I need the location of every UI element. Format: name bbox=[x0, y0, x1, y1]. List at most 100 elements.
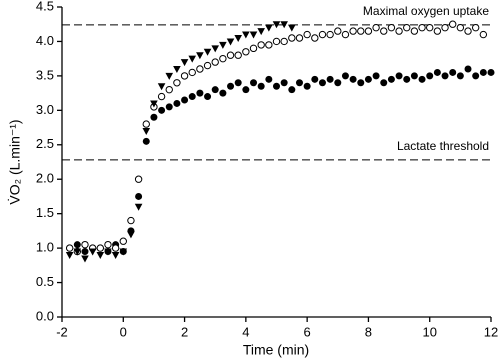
point bbox=[273, 82, 280, 90]
point bbox=[472, 72, 480, 80]
point bbox=[426, 23, 434, 32]
point bbox=[395, 72, 403, 80]
point bbox=[479, 68, 487, 76]
point bbox=[418, 75, 426, 83]
point bbox=[150, 113, 158, 121]
x-tick-label: 0 bbox=[120, 324, 127, 339]
point bbox=[180, 59, 189, 67]
point bbox=[173, 66, 181, 73]
point bbox=[448, 20, 457, 28]
point bbox=[334, 79, 342, 87]
point bbox=[219, 41, 227, 49]
point bbox=[150, 100, 158, 108]
point bbox=[188, 68, 196, 77]
point bbox=[242, 48, 250, 56]
point bbox=[250, 79, 258, 87]
point bbox=[280, 37, 288, 46]
point bbox=[357, 79, 365, 87]
point bbox=[158, 106, 166, 114]
point bbox=[272, 37, 281, 46]
point bbox=[203, 48, 212, 56]
point bbox=[295, 79, 303, 87]
point bbox=[234, 79, 242, 87]
point bbox=[73, 248, 82, 256]
point bbox=[204, 93, 212, 101]
point bbox=[288, 24, 296, 32]
point bbox=[234, 35, 242, 42]
point bbox=[326, 30, 334, 39]
point bbox=[65, 244, 74, 252]
point bbox=[357, 27, 365, 35]
y-tick-label: 0.5 bbox=[36, 274, 54, 289]
x-axis-title: Time (min) bbox=[243, 342, 309, 358]
x-tick-label: 4 bbox=[242, 324, 249, 339]
point bbox=[341, 30, 350, 39]
point bbox=[334, 27, 342, 35]
point bbox=[165, 72, 174, 80]
point bbox=[349, 75, 357, 83]
point bbox=[226, 38, 235, 46]
point bbox=[181, 96, 189, 104]
x-tick-label: 2 bbox=[181, 324, 188, 339]
point bbox=[81, 248, 89, 256]
reference-label: Maximal oxygen uptake bbox=[363, 4, 489, 18]
y-tick-label: 1.5 bbox=[36, 205, 54, 220]
point bbox=[487, 68, 495, 76]
y-axis-title: V̇O₂ (L.min⁻¹) bbox=[7, 119, 23, 204]
point bbox=[219, 89, 227, 97]
point bbox=[173, 99, 181, 107]
y-tick-label: 3.0 bbox=[36, 102, 54, 117]
point bbox=[142, 137, 150, 145]
point bbox=[211, 45, 220, 53]
point bbox=[226, 51, 235, 59]
y-tick-label: 4.5 bbox=[36, 0, 54, 13]
point bbox=[165, 103, 173, 111]
point bbox=[303, 82, 311, 90]
y-tick-label: 2.5 bbox=[36, 136, 54, 151]
point bbox=[464, 65, 472, 73]
point bbox=[387, 23, 396, 32]
point bbox=[471, 23, 480, 32]
point bbox=[326, 75, 334, 83]
point bbox=[249, 44, 258, 53]
point bbox=[364, 27, 373, 35]
point bbox=[403, 23, 411, 32]
point bbox=[318, 79, 326, 87]
point bbox=[426, 72, 434, 80]
point bbox=[134, 203, 143, 211]
y-tick-label: 2.0 bbox=[36, 171, 54, 186]
point bbox=[341, 72, 349, 80]
point bbox=[265, 41, 273, 49]
y-tick-label: 4.0 bbox=[36, 33, 54, 48]
point bbox=[433, 27, 442, 35]
point bbox=[418, 23, 426, 32]
point bbox=[395, 27, 403, 35]
x-tick-label: -2 bbox=[56, 324, 68, 339]
point bbox=[249, 31, 258, 39]
point bbox=[173, 79, 181, 87]
point bbox=[280, 79, 288, 87]
point bbox=[96, 244, 105, 252]
point bbox=[280, 21, 288, 29]
point bbox=[180, 72, 189, 80]
point bbox=[318, 30, 327, 39]
point bbox=[142, 120, 150, 128]
point bbox=[73, 241, 81, 249]
point bbox=[295, 34, 304, 42]
point bbox=[372, 72, 380, 80]
point bbox=[433, 68, 441, 76]
point bbox=[456, 72, 464, 80]
point bbox=[456, 23, 465, 32]
point bbox=[265, 24, 273, 32]
point bbox=[380, 27, 388, 35]
y-tick-label: 1.0 bbox=[36, 240, 54, 255]
y-tick-label: 3.5 bbox=[36, 67, 54, 82]
point bbox=[265, 75, 273, 83]
point bbox=[403, 75, 411, 83]
point bbox=[479, 30, 488, 39]
point bbox=[119, 248, 128, 256]
point bbox=[119, 237, 127, 245]
x-tick-label: 10 bbox=[422, 324, 436, 339]
point bbox=[288, 34, 296, 42]
point bbox=[387, 75, 395, 83]
